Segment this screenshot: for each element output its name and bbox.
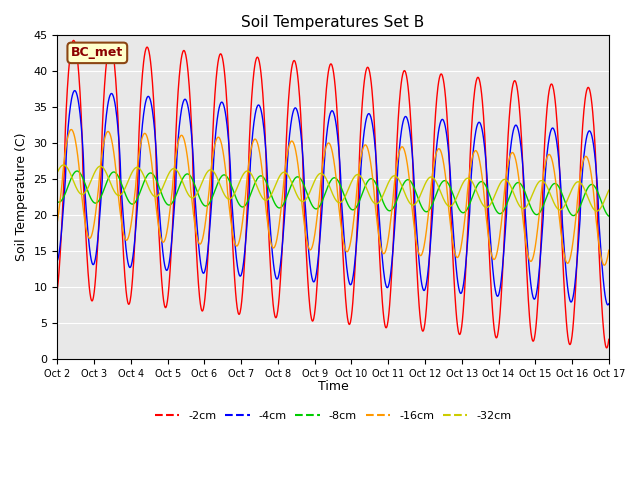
-8cm [419, 206, 427, 212]
-8cm [540, 202, 547, 207]
-16cm [540, 170, 547, 176]
-4cm [605, 301, 612, 307]
Y-axis label: Soil Temperature (C): Soil Temperature (C) [15, 133, 28, 262]
-4cm [604, 302, 611, 308]
-4cm [419, 286, 427, 292]
-2cm [177, 62, 184, 68]
-2cm [70, 37, 77, 43]
-4cm [540, 202, 547, 207]
-2cm [163, 301, 171, 307]
-4cm [54, 258, 61, 264]
-32cm [419, 186, 427, 192]
-32cm [605, 187, 612, 193]
-16cm [600, 262, 608, 268]
X-axis label: Time: Time [317, 380, 349, 393]
-32cm [60, 162, 67, 168]
-8cm [177, 181, 184, 187]
-2cm [238, 294, 246, 300]
-4cm [238, 269, 246, 275]
-32cm [163, 174, 171, 180]
-8cm [238, 204, 246, 210]
-16cm [67, 127, 75, 132]
-16cm [163, 228, 171, 234]
-16cm [605, 247, 612, 253]
-32cm [540, 179, 547, 184]
Legend: -2cm, -4cm, -8cm, -16cm, -32cm: -2cm, -4cm, -8cm, -16cm, -32cm [150, 407, 516, 425]
-32cm [54, 169, 61, 175]
-16cm [238, 222, 246, 228]
Line: -2cm: -2cm [58, 40, 609, 348]
-2cm [54, 286, 61, 292]
-4cm [491, 285, 499, 291]
-2cm [419, 328, 427, 334]
Text: BC_met: BC_met [71, 47, 124, 60]
-32cm [593, 208, 601, 214]
-2cm [605, 336, 612, 342]
-32cm [238, 174, 246, 180]
-16cm [177, 133, 184, 139]
-32cm [177, 174, 184, 180]
-16cm [491, 256, 499, 262]
Line: -8cm: -8cm [58, 171, 609, 216]
-8cm [54, 199, 61, 204]
-4cm [71, 88, 79, 94]
-8cm [73, 168, 81, 174]
-2cm [540, 160, 547, 166]
Line: -4cm: -4cm [58, 91, 609, 305]
-2cm [491, 331, 499, 337]
Line: -16cm: -16cm [58, 130, 609, 265]
-16cm [419, 248, 427, 254]
-4cm [177, 114, 184, 120]
Title: Soil Temperatures Set B: Soil Temperatures Set B [241, 15, 425, 30]
-8cm [605, 213, 612, 219]
-4cm [163, 267, 171, 273]
-16cm [54, 218, 61, 224]
-2cm [603, 345, 611, 351]
Line: -32cm: -32cm [58, 165, 609, 211]
-8cm [491, 205, 499, 211]
-32cm [491, 192, 499, 198]
-8cm [163, 201, 171, 207]
